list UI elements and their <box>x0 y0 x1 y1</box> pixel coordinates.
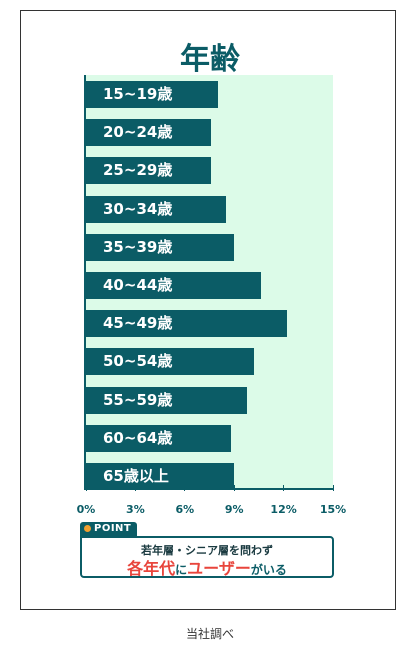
point-connector-1: に <box>175 563 188 577</box>
point-accent-2: ユーザー <box>187 559 251 578</box>
bar-category-label: 40~44歳 <box>103 276 173 294</box>
bar-category-label: 55~59歳 <box>103 390 173 409</box>
y-axis <box>84 75 86 489</box>
bar-category-label: 45~49歳 <box>103 314 173 333</box>
x-tick-label: 0% <box>76 503 96 516</box>
bar <box>86 157 212 185</box>
bar <box>86 463 235 490</box>
x-tick-label: 12% <box>270 503 297 516</box>
x-tick <box>85 485 87 491</box>
x-tick-label: 3% <box>126 503 145 516</box>
bar <box>86 195 226 223</box>
bar-category-label: 25~29歳 <box>103 161 173 180</box>
x-tick <box>283 485 285 491</box>
point-connector-2: がいる <box>250 563 287 577</box>
point-tag: POINT <box>80 522 137 536</box>
point-accent-1: 各年代 <box>127 559 176 578</box>
x-tick <box>184 485 186 491</box>
chart-title: 年齢 <box>180 42 240 77</box>
bar <box>86 348 254 376</box>
bar <box>86 272 261 299</box>
bar-category-label: 30~34歳 <box>103 199 173 218</box>
bar-category-label: 60~64歳 <box>103 428 173 447</box>
bar <box>86 424 231 452</box>
point-box: 若年層・シニア層を問わず 各年代にユーザーがいる <box>80 536 334 578</box>
point-dot-icon <box>84 525 91 532</box>
bar-category-label: 20~24歳 <box>103 123 173 142</box>
x-tick-label: 9% <box>224 503 244 516</box>
bar-category-label: 50~54歳 <box>103 352 173 371</box>
point-line1: 若年層・シニア層を問わず <box>141 544 273 557</box>
x-tick-label: 15% <box>319 503 347 516</box>
x-tick <box>332 485 334 491</box>
bar-category-label: 35~39歳 <box>103 237 173 256</box>
x-tick <box>233 485 235 491</box>
bar-category-label: 65歳以上 <box>103 467 169 485</box>
point-tag-label: POINT <box>94 523 132 534</box>
x-tick <box>134 485 136 491</box>
bar <box>86 233 235 261</box>
bar <box>86 119 212 147</box>
bar-category-label: 15~19歳 <box>103 85 173 103</box>
x-tick-label: 6% <box>175 503 195 516</box>
bar <box>86 386 248 414</box>
source-caption: 当社調べ <box>185 627 234 641</box>
bar <box>86 81 218 108</box>
point-line2: 各年代にユーザーがいる <box>82 555 332 579</box>
x-axis <box>84 488 333 490</box>
bar <box>86 310 287 338</box>
